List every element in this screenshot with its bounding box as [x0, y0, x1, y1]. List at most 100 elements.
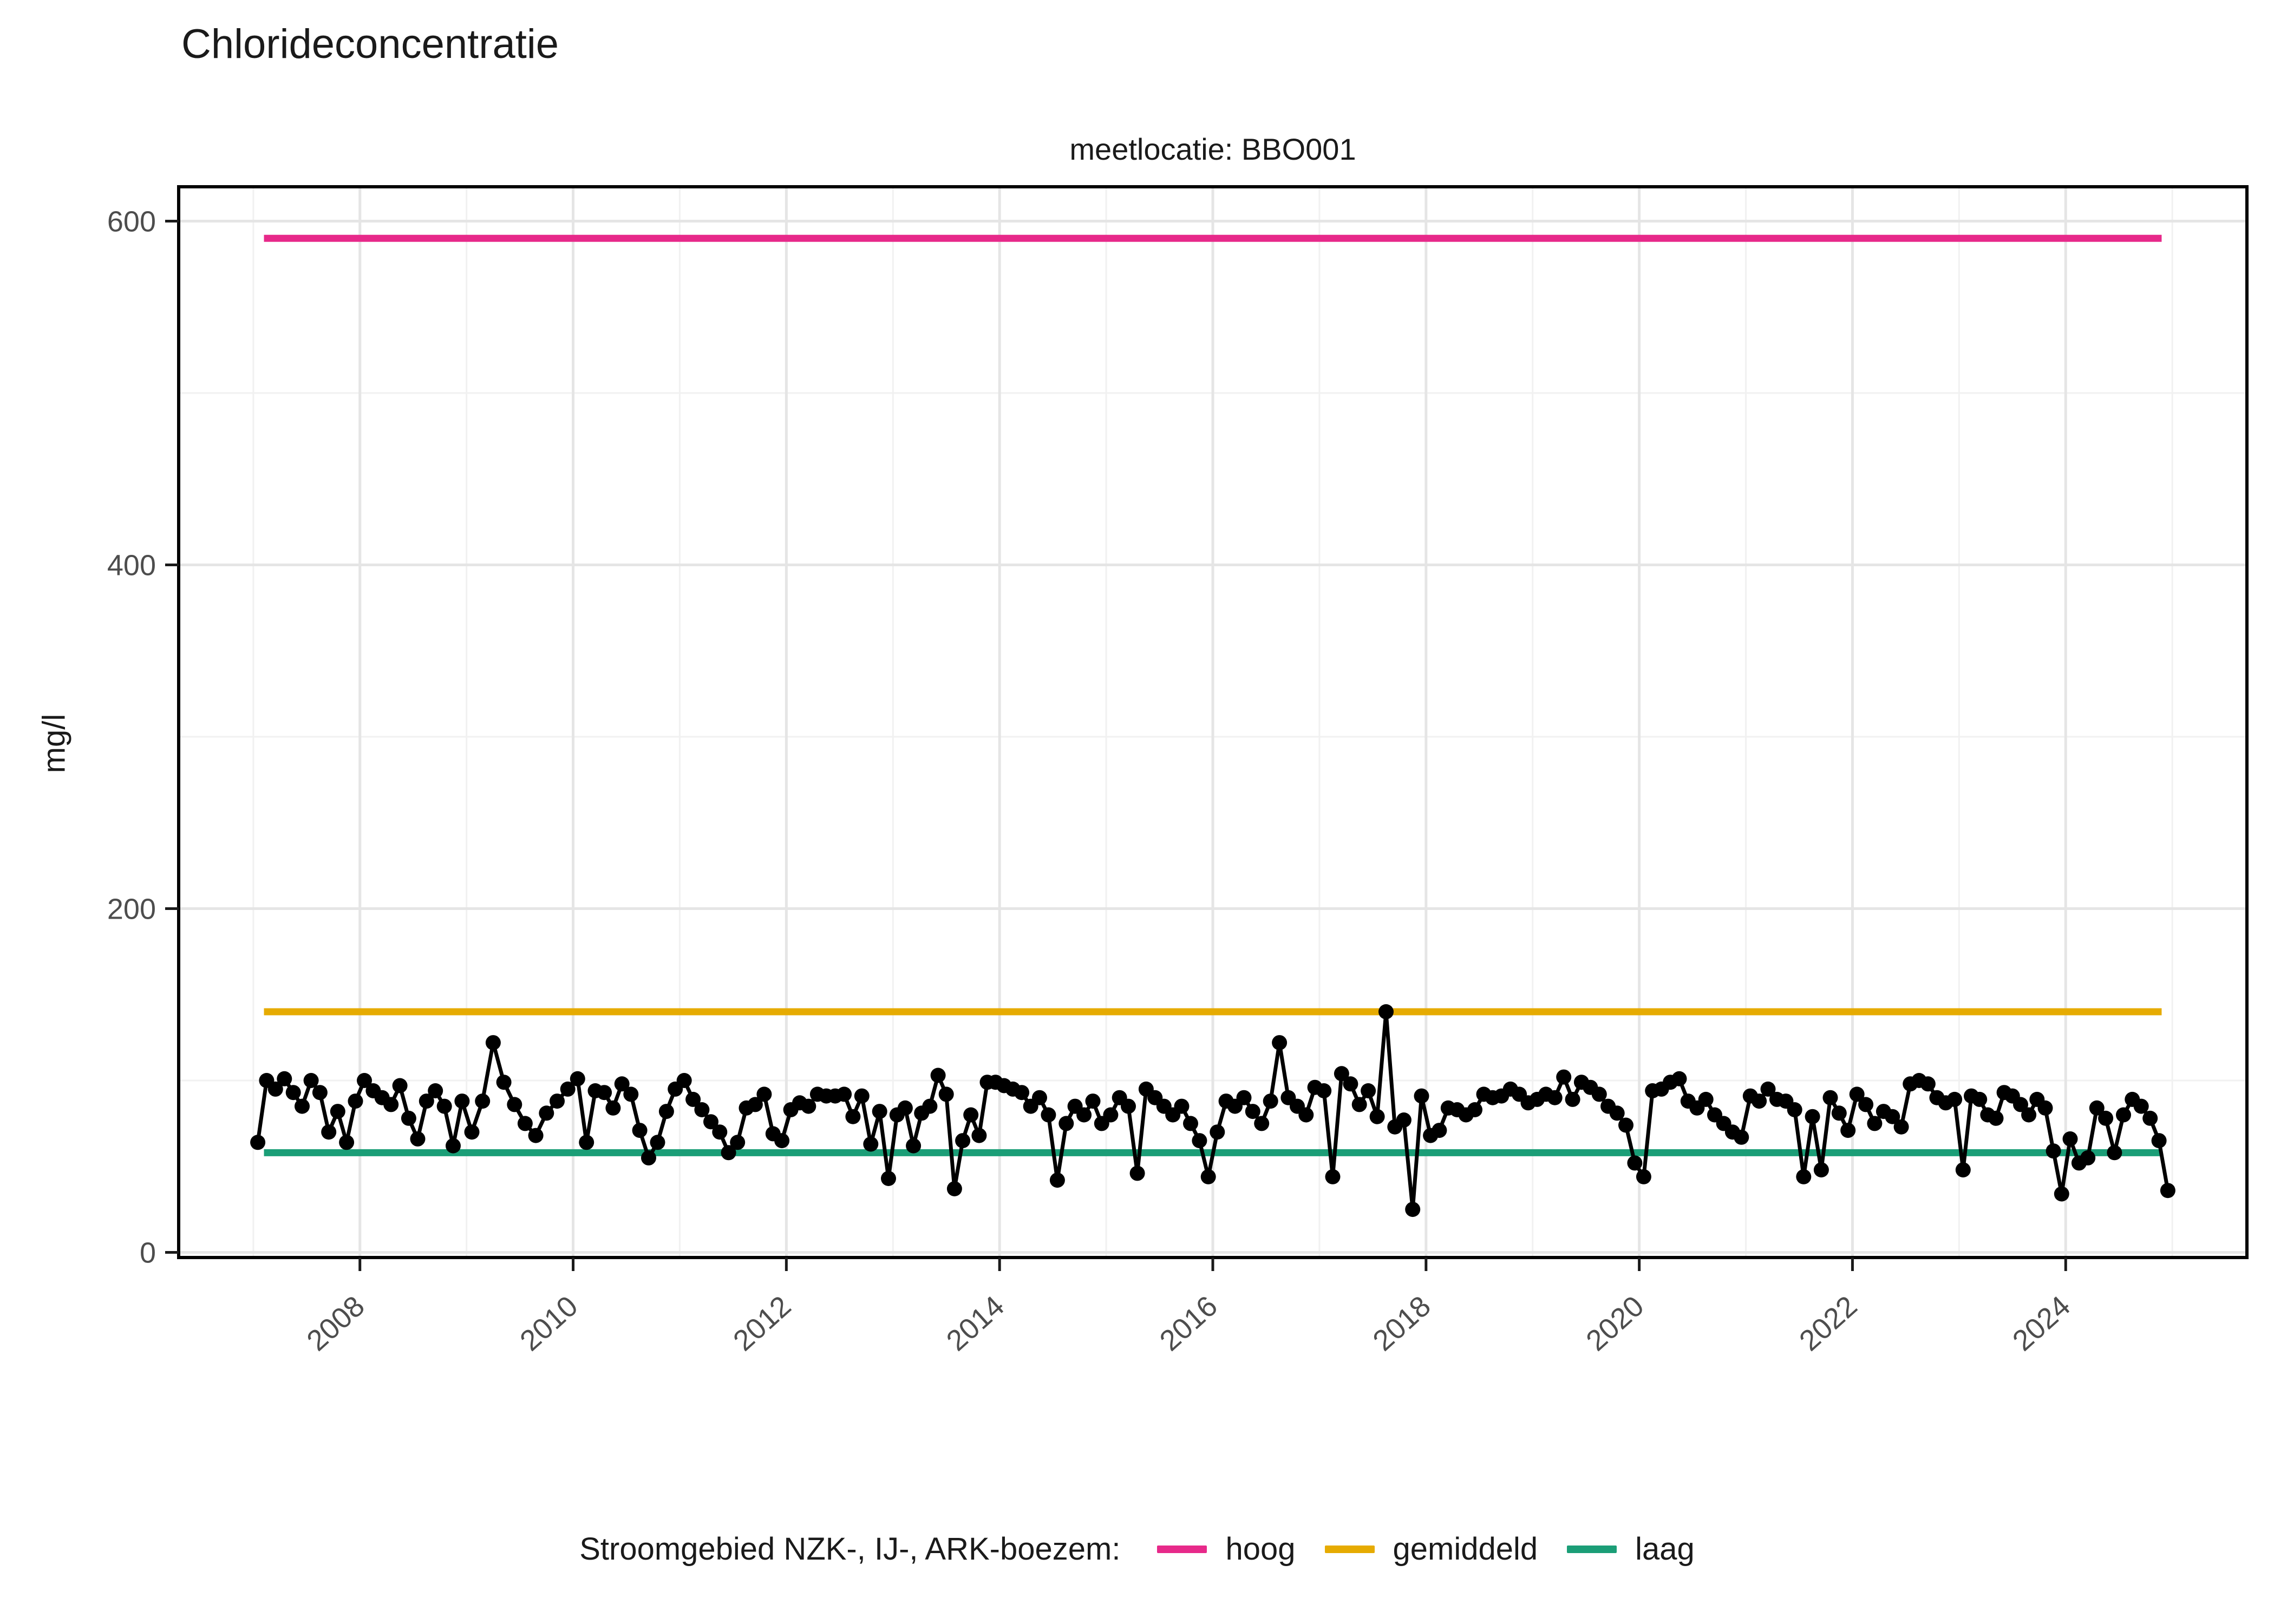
data-point — [2142, 1110, 2158, 1126]
data-point — [1618, 1117, 1633, 1133]
y-tick-label: 200 — [107, 893, 156, 925]
data-point — [560, 1081, 576, 1097]
data-point — [392, 1078, 408, 1093]
data-point — [747, 1097, 763, 1112]
data-point — [1272, 1035, 1288, 1051]
data-point — [1049, 1173, 1065, 1188]
data-point — [517, 1116, 533, 1131]
x-tick-label: 2018 — [1367, 1289, 1436, 1357]
data-point — [2107, 1145, 2122, 1161]
data-point — [1858, 1097, 1874, 1112]
data-point — [774, 1133, 790, 1149]
data-point — [1174, 1098, 1190, 1114]
data-point — [550, 1093, 565, 1109]
data-point — [1129, 1165, 1145, 1181]
x-tick-label: 2012 — [727, 1289, 797, 1357]
data-point — [1058, 1116, 1074, 1131]
data-point — [1014, 1085, 1030, 1101]
data-point — [906, 1138, 922, 1154]
data-point — [955, 1133, 971, 1149]
data-point — [721, 1145, 736, 1161]
data-point — [401, 1110, 416, 1126]
data-point — [528, 1128, 544, 1143]
data-point — [410, 1131, 426, 1147]
laag-line-swatch — [1567, 1545, 1617, 1553]
data-point — [1210, 1124, 1225, 1140]
data-point — [383, 1097, 399, 1112]
data-point — [730, 1135, 746, 1150]
data-point — [1192, 1133, 1207, 1149]
data-point — [1988, 1110, 2004, 1126]
data-point — [496, 1075, 512, 1090]
data-point — [922, 1098, 938, 1114]
data-point — [1414, 1088, 1429, 1104]
data-point — [1103, 1107, 1119, 1123]
data-point — [854, 1088, 870, 1104]
data-point — [2037, 1100, 2053, 1116]
data-point — [579, 1135, 594, 1150]
legend-label-gemiddeld: gemiddeld — [1393, 1531, 1538, 1567]
data-point — [1369, 1109, 1385, 1124]
x-tick-label: 2024 — [2007, 1289, 2076, 1357]
data-point — [2080, 1150, 2096, 1165]
x-tick-label: 2010 — [514, 1289, 584, 1357]
data-point — [1361, 1083, 1376, 1098]
data-point — [1813, 1162, 1829, 1178]
data-point — [1351, 1097, 1367, 1112]
data-point — [507, 1097, 522, 1112]
data-point — [1076, 1107, 1092, 1123]
data-point — [1325, 1169, 1341, 1184]
data-point — [1591, 1086, 1607, 1102]
legend-item-laag: laag — [1567, 1531, 1695, 1567]
data-point — [1972, 1091, 1988, 1107]
data-point — [1893, 1119, 1909, 1135]
data-point — [963, 1107, 979, 1123]
data-point — [597, 1085, 612, 1101]
chart-subtitle: meetlocatie: BBO001 — [1069, 132, 1356, 166]
data-point — [570, 1071, 585, 1086]
chart-title: Chlorideconcentratie — [181, 21, 559, 67]
data-point — [863, 1136, 879, 1152]
data-point — [295, 1098, 310, 1114]
data-point — [971, 1128, 987, 1143]
data-point — [285, 1085, 301, 1101]
data-point — [339, 1135, 355, 1150]
data-point — [703, 1114, 718, 1130]
data-point — [1671, 1071, 1687, 1086]
x-tick-label: 2014 — [940, 1289, 1010, 1357]
y-tick-label: 0 — [140, 1236, 156, 1269]
data-point — [1432, 1123, 1447, 1138]
data-point — [1263, 1093, 1278, 1109]
data-point — [623, 1086, 639, 1102]
data-point — [1547, 1090, 1563, 1105]
data-point — [685, 1091, 701, 1107]
data-point — [1760, 1081, 1776, 1097]
data-point — [1698, 1091, 1714, 1107]
gemiddeld-line-swatch — [1324, 1545, 1375, 1553]
data-point — [1752, 1093, 1767, 1109]
data-point — [267, 1081, 283, 1097]
data-point — [694, 1102, 710, 1117]
data-point — [1609, 1105, 1625, 1121]
data-point — [2116, 1107, 2131, 1123]
data-point — [2054, 1186, 2069, 1202]
data-point — [1236, 1090, 1252, 1105]
data-point — [1041, 1107, 1056, 1123]
data-point — [1378, 1004, 1394, 1019]
data-point — [1734, 1129, 1749, 1145]
data-point — [1565, 1091, 1580, 1107]
data-point — [2021, 1107, 2037, 1123]
data-point — [881, 1171, 896, 1186]
data-point — [250, 1135, 266, 1150]
data-point — [277, 1071, 292, 1086]
data-point — [348, 1093, 363, 1109]
data-point — [303, 1073, 319, 1088]
data-point — [485, 1035, 501, 1051]
y-tick-label: 400 — [107, 549, 156, 581]
data-point — [539, 1105, 554, 1121]
legend-label-hoog: hoog — [1225, 1531, 1296, 1567]
hoog-line-swatch — [1157, 1545, 1207, 1553]
data-point — [1334, 1066, 1349, 1082]
data-point — [1121, 1098, 1136, 1114]
data-point — [446, 1138, 461, 1154]
